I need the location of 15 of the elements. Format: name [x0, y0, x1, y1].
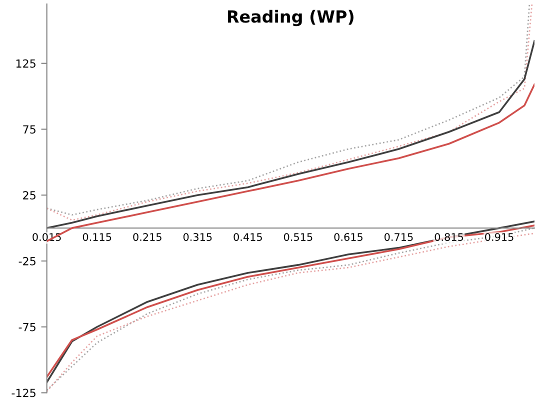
x-tick-label: 0.715 — [384, 233, 413, 241]
x-tick-label: 0.615 — [334, 233, 362, 241]
y-tick-label: -25 — [18, 256, 36, 266]
x-tick-label: 0.515 — [284, 233, 312, 241]
x-tick-label: 0.215 — [133, 233, 162, 241]
x-tick-label: 0.115 — [82, 233, 112, 241]
y-tick-label: -125 — [12, 388, 36, 398]
y-tick-label: -75 — [18, 322, 36, 332]
y-tick-label: 25 — [23, 191, 36, 200]
y-tick-label: 75 — [23, 125, 36, 134]
chart-title: Reading (WP) — [228, 10, 354, 26]
x-tick-label: 0.315 — [183, 233, 212, 241]
line-series — [46, 40, 534, 229]
x-tick-label: 0.415 — [234, 233, 262, 241]
y-tick-label: 125 — [16, 59, 36, 68]
